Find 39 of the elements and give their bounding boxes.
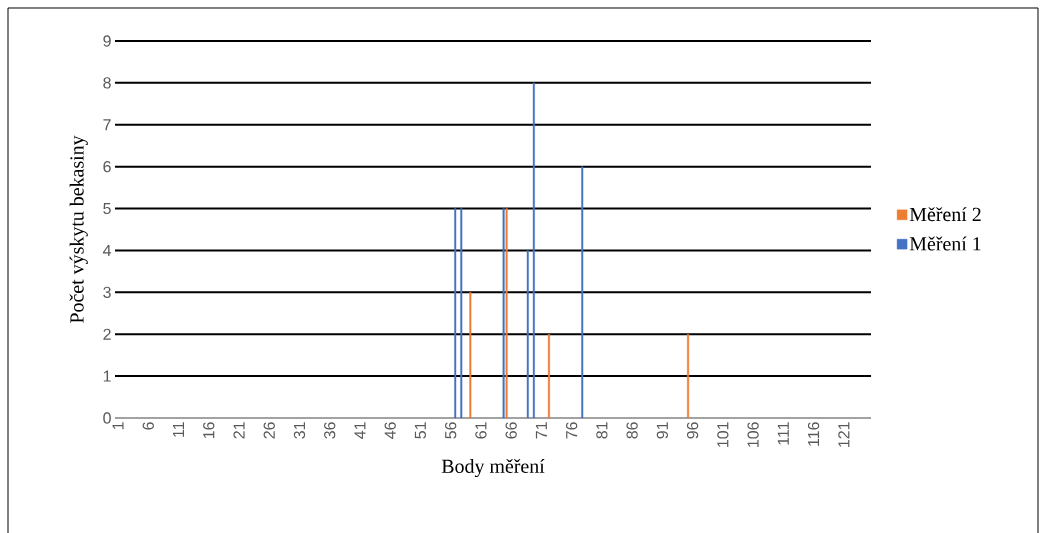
y-tick-label: 2 <box>103 328 111 340</box>
x-tick-label: 71 <box>535 422 547 439</box>
x-tick-label: 61 <box>475 422 487 439</box>
legend-label: Měření 1 <box>909 236 981 251</box>
x-tick-label: 26 <box>263 422 275 439</box>
x-tick-label: 21 <box>233 422 245 439</box>
x-tick-label: 101 <box>717 422 729 447</box>
x-tick-label: 36 <box>324 422 336 439</box>
x-tick-label: 6 <box>142 422 154 430</box>
x-tick-label: 91 <box>656 422 668 439</box>
y-tick-label: 3 <box>103 286 111 298</box>
x-tick-label: 1 <box>112 422 124 430</box>
x-tick-label: 41 <box>354 422 366 439</box>
y-tick-label: 0 <box>103 412 111 424</box>
x-tick-label: 106 <box>747 422 759 447</box>
x-axis-title: Body měření <box>441 458 545 478</box>
y-tick-label: 5 <box>103 202 111 215</box>
x-tick-label: 76 <box>566 422 578 439</box>
x-tick-label: 81 <box>596 422 608 439</box>
y-tick-label: 1 <box>103 370 111 382</box>
y-axis-title: Počet výskytu bekasiny <box>69 135 88 323</box>
x-tick-label: 11 <box>173 422 184 437</box>
x-tick-label: 16 <box>203 422 215 439</box>
x-tick-label: 66 <box>505 422 517 439</box>
y-tick-label: 8 <box>103 77 111 89</box>
x-tick-label: 96 <box>686 422 699 439</box>
y-tick-label: 7 <box>103 119 111 131</box>
x-tick-label: 86 <box>626 422 638 439</box>
x-tick-label: 51 <box>414 422 426 439</box>
y-tick-label: 6 <box>103 161 111 173</box>
x-tick-label: 116 <box>807 422 820 446</box>
x-tick-label: 46 <box>384 422 396 439</box>
y-tick-label: 4 <box>102 244 112 256</box>
x-tick-label: 56 <box>445 422 457 439</box>
x-tick-label: 111 <box>777 422 789 445</box>
y-tick-label: 9 <box>103 35 111 47</box>
legend-label: Měření 2 <box>909 207 981 222</box>
x-tick-label: 31 <box>293 422 306 439</box>
x-tick-label: 121 <box>838 422 850 447</box>
